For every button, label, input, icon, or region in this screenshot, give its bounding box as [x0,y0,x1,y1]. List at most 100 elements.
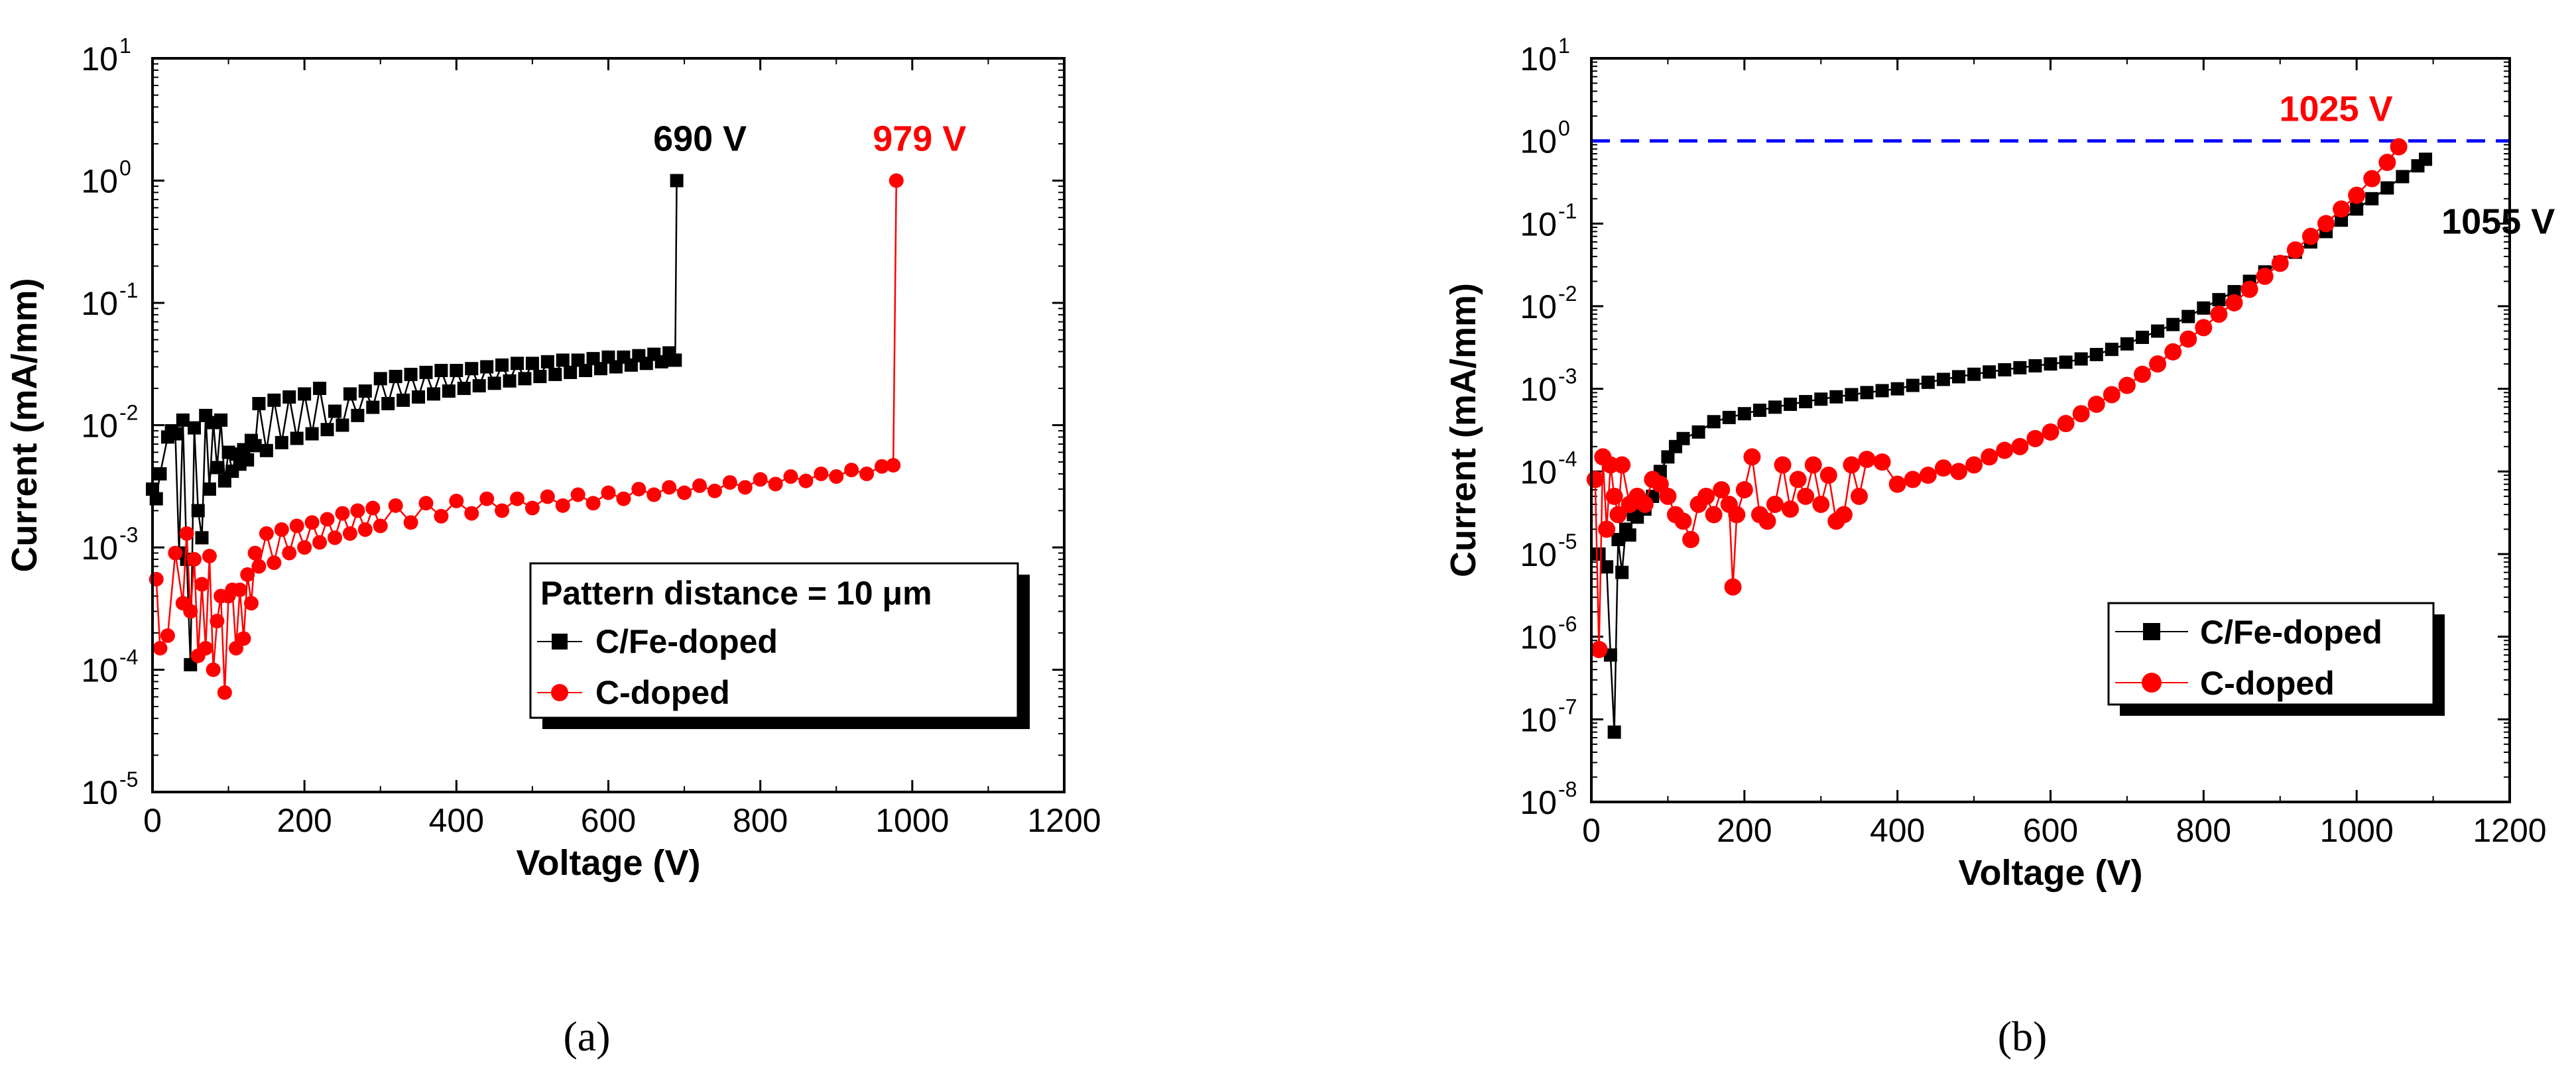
b-data-point-c [2087,395,2105,413]
a-ytick-label-exp: 0 [119,156,131,180]
a-data-point-cfe [195,531,209,545]
b-legend-entry-c: C-doped [2115,665,2335,702]
a-data-point-c [692,478,707,493]
a-data-point-cfe [320,423,334,437]
a-data-point-cfe [426,387,440,401]
a-data-point-c [194,577,210,592]
a-data-point-cfe [248,439,262,453]
a-legend: Pattern distance = 10 μm C/Fe-doped C-do… [529,562,1030,729]
a-xtick-label: 400 [429,802,484,839]
b-ytick-label-base: 10 [1520,288,1557,325]
a-data-point-c [829,469,844,484]
b-xtick-label: 1200 [2473,812,2546,849]
b-data-point-c [2363,170,2381,188]
a-data-point-c [243,596,259,611]
a-data-point-cfe [442,384,456,398]
b-data-point-cfe [1676,431,1690,445]
b-y-axis-title: Current (mA/mm) [1443,283,1483,577]
a-data-point-cfe [503,374,517,388]
b-data-point-c [2390,138,2408,156]
a-data-point-cfe [153,467,167,481]
b-data-point-cfe [2044,357,2057,371]
a-data-point-c [297,540,312,555]
a-data-point-c [844,463,859,478]
b-data-point-c [1819,467,1837,484]
b-data-point-cfe [1607,725,1621,739]
a-ytick-label-base: 10 [81,530,118,567]
a-data-point-cfe [472,379,486,393]
a-data-point-cfe [210,461,224,475]
b-data-point-c [2271,255,2289,272]
b-xtick-label: 600 [2023,812,2078,849]
b-data-point-c [1934,459,1952,477]
b-data-point-cfe [1737,407,1751,421]
b-xtick-label: 0 [1582,812,1601,849]
a-data-point-c [232,582,247,597]
b-ytick-label-exp: -5 [1558,530,1577,553]
a-data-point-c [418,496,434,511]
a-data-point-c [357,522,373,538]
a-data-point-cfe [533,370,547,384]
b-data-point-c [1835,506,1853,524]
a-data-point-c [206,662,221,677]
a-data-point-cfe [525,357,539,370]
a-series-line-c [155,180,898,693]
b-data-point-c [1797,487,1815,505]
b-data-point-cfe [2074,352,2088,366]
b-annotation-1025v: 1025 V [2279,89,2392,129]
b-data-point-cfe [2013,361,2027,374]
a-data-point-c [768,477,783,492]
a-data-point-c [479,491,495,506]
a-data-point-c [240,567,255,582]
a-data-point-c [267,555,282,571]
b-data-point-c [1613,456,1631,474]
b-data-point-c [1774,456,1792,474]
a-data-point-c [202,549,217,564]
a-data-point-cfe [518,372,532,386]
a-ytick-label-exp: -4 [119,646,138,669]
a-legend-label-cfe: C/Fe-doped [595,623,778,660]
b-xtick-label: 800 [2176,812,2231,849]
b-data-point-c [1858,451,1876,469]
b-data-point-c [2149,355,2167,373]
a-annotation-690v: 690 V [653,119,747,159]
b-data-point-cfe [2120,337,2134,351]
b-data-point-c [1697,487,1715,505]
b-legend: C/Fe-doped C-doped [2107,602,2445,716]
b-data-point-cfe [1906,378,1920,392]
a-ytick-label-exp: -2 [119,401,138,425]
b-ytick-label-base: 10 [1520,701,1557,738]
a-data-point-cfe [571,353,585,367]
a-data-point-c [464,506,479,521]
a-data-point-cfe [404,367,418,381]
a-data-point-c [289,518,304,534]
b-data-point-c [1843,456,1861,474]
b-data-point-c [2072,405,2090,423]
b-ytick-label-exp: 0 [1558,117,1570,141]
b-data-point-c [1743,448,1761,466]
a-legend-marker-cfe [552,634,568,650]
a-data-point-c [153,641,168,656]
a-data-point-c [677,485,692,500]
a-annotation-979v: 979 V [873,119,966,159]
b-data-point-cfe [1952,370,1965,384]
a-data-point-cfe [298,387,312,401]
b-data-point-cfe [1623,528,1636,542]
a-data-point-c [753,472,768,487]
a-data-point-c [236,631,251,646]
b-data-point-c [2118,376,2136,394]
a-data-point-cfe [336,418,349,432]
b-data-point-c [1758,512,1776,530]
b-data-point-cfe [1592,547,1606,561]
a-data-point-c [662,480,677,495]
a-data-point-c [388,498,403,513]
b-data-point-cfe [2197,301,2211,315]
a-data-point-cfe [202,482,216,496]
a-data-point-c [601,485,616,500]
b-data-point-cfe [1615,565,1629,579]
b-data-point-cfe [1998,363,2012,376]
a-data-point-c [495,503,510,518]
a-data-point-c [312,535,328,550]
b-data-point-c [1965,456,1983,474]
